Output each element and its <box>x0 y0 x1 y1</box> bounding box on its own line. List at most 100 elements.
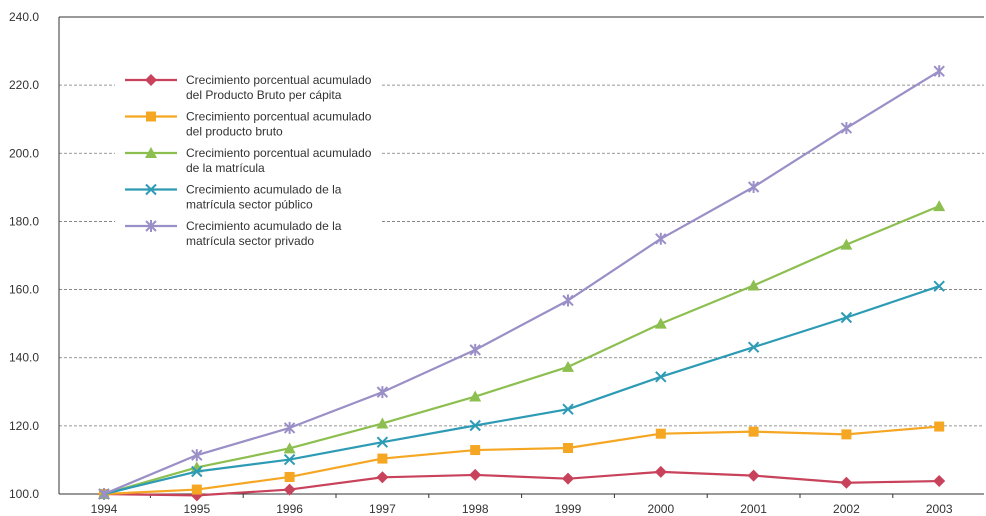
data-point <box>98 488 110 500</box>
data-point <box>933 65 945 78</box>
series-line <box>103 285 940 496</box>
axis-layer: 100.0 120.0 140.0 160.0 180.0 200.0 220.0 240.0… <box>9 10 984 516</box>
data-point <box>933 200 946 212</box>
data-point <box>191 465 203 478</box>
legend-label: del Producto Bruto per cápita <box>186 88 342 102</box>
x-tick-label: 1996 <box>276 502 303 516</box>
marker-stroke <box>933 280 945 292</box>
data-point <box>655 371 667 383</box>
data-point <box>747 469 760 482</box>
series-3 <box>98 200 946 499</box>
data-point <box>840 238 853 250</box>
data-point <box>654 465 667 478</box>
marker-stroke <box>469 419 481 432</box>
series-4 <box>98 280 945 500</box>
data-point <box>283 453 296 466</box>
x-tick-label: 1999 <box>555 502 582 516</box>
data-point <box>283 483 296 496</box>
x-tick-label: 1997 <box>369 502 396 516</box>
legend-marker <box>145 74 157 86</box>
marker-stroke <box>562 403 574 415</box>
marker-stroke <box>283 453 296 466</box>
data-point <box>654 317 667 329</box>
data-point <box>283 421 296 434</box>
x-tick-label: 2003 <box>926 502 953 516</box>
data-point <box>933 280 945 292</box>
data-point <box>655 428 666 439</box>
x-tick-label: 1994 <box>91 502 118 516</box>
y-tick-label: 240.0 <box>9 10 39 24</box>
series-5 <box>98 65 945 500</box>
data-point <box>469 468 482 481</box>
marker-stroke <box>655 371 667 383</box>
grid-layer <box>59 84 984 427</box>
x-tick-label: 2001 <box>740 502 767 516</box>
data-point <box>747 341 760 353</box>
legend-label: matrícula sector privado <box>186 234 314 248</box>
data-point <box>469 343 481 356</box>
data-point <box>840 476 853 489</box>
data-point <box>191 449 203 462</box>
y-tick-label: 180.0 <box>9 214 39 228</box>
legend-label: Crecimiento porcentual acumulado <box>186 73 372 87</box>
legend-label: de la matrícula <box>186 161 265 175</box>
data-point <box>562 360 574 372</box>
legend-label: Crecimiento porcentual acumulado <box>186 110 372 124</box>
data-point <box>376 436 389 448</box>
data-point <box>655 232 667 245</box>
legend-label: del producto bruto <box>186 125 283 139</box>
y-tick-label: 120.0 <box>9 419 39 433</box>
data-point <box>933 475 946 488</box>
series-2 <box>99 421 945 499</box>
y-tick-label: 100.0 <box>9 487 39 501</box>
data-point <box>747 279 760 291</box>
data-point <box>191 484 202 495</box>
series-line <box>103 70 940 496</box>
data-point <box>469 390 482 402</box>
series-line <box>103 425 940 496</box>
data-point <box>748 426 759 437</box>
y-tick-label: 140.0 <box>9 351 39 365</box>
marker-stroke <box>376 436 389 448</box>
x-tick-label: 1998 <box>462 502 489 516</box>
data-point <box>934 421 945 432</box>
data-point <box>469 419 481 432</box>
data-point <box>376 417 389 429</box>
legend-marker <box>145 183 157 196</box>
marker-stroke <box>191 465 203 478</box>
legend-marker <box>145 220 157 232</box>
legend-marker <box>146 111 156 122</box>
y-tick-label: 200.0 <box>9 146 39 160</box>
series-1 <box>98 465 946 502</box>
y-tick-label: 220.0 <box>9 78 39 92</box>
series-line <box>103 470 940 497</box>
data-point <box>376 386 389 399</box>
marker-stroke <box>747 341 760 353</box>
y-tick-label: 160.0 <box>9 283 39 297</box>
series-layer <box>98 65 946 502</box>
x-tick-label: 1995 <box>183 502 210 516</box>
legend-label: Crecimiento acumulado de la <box>186 183 342 197</box>
series-line <box>103 205 940 496</box>
data-point <box>747 181 760 194</box>
marker-stroke <box>840 311 853 324</box>
x-tick-label: 2002 <box>833 502 860 516</box>
x-tick-label: 2000 <box>647 502 674 516</box>
legend-label: matrícula sector público <box>186 198 313 212</box>
data-point <box>841 429 852 440</box>
data-point <box>840 311 853 324</box>
data-point <box>562 472 574 485</box>
data-point <box>562 294 574 307</box>
legend-label: Crecimiento acumulado de la <box>186 219 342 233</box>
legend-marker <box>145 147 157 158</box>
data-point <box>563 443 573 454</box>
legend-label: Crecimiento porcentual acumulado <box>186 146 372 160</box>
